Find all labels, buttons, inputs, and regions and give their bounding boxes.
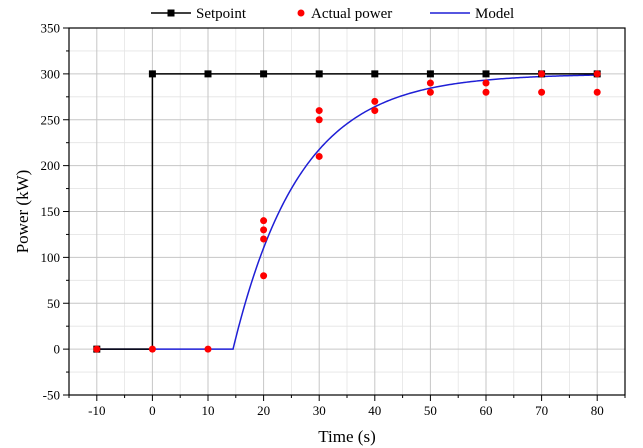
actual-power-point: [93, 345, 101, 353]
y-tick-label: 300: [41, 66, 61, 81]
actual-power-point: [426, 88, 434, 96]
actual-power-point: [593, 70, 601, 78]
setpoint-marker: [204, 70, 212, 78]
x-tick-label: 0: [149, 403, 156, 418]
actual-power-point: [371, 107, 379, 115]
x-axis-title: Time (s): [318, 427, 375, 446]
y-tick-label: 100: [41, 250, 61, 265]
x-tick-label: 50: [424, 403, 437, 418]
actual-power-point: [260, 226, 268, 234]
actual-power-point: [315, 116, 323, 124]
y-tick-label: -50: [43, 388, 60, 403]
actual-power-point: [315, 152, 323, 160]
actual-power-point: [593, 88, 601, 96]
axes: -10 0 10 20 30 40 50 60 70 80 -50 0 50 100 150 200 250 30…: [41, 21, 626, 418]
x-tick-label: 30: [313, 403, 326, 418]
actual-power-point: [260, 235, 268, 243]
actual-power-point: [482, 88, 490, 96]
actual-power-point: [204, 345, 212, 353]
y-tick-label: 150: [41, 204, 61, 219]
model-curve: [96, 74, 598, 350]
legend: Setpoint Actual power Model: [151, 6, 514, 22]
setpoint-marker: [426, 70, 434, 78]
x-tick-label: 20: [257, 403, 270, 418]
x-tick-label: 40: [368, 403, 381, 418]
x-tick-label: 10: [202, 403, 215, 418]
setpoint-marker: [148, 70, 156, 78]
x-tick-label: 70: [535, 403, 548, 418]
y-tick-label: 350: [41, 21, 61, 36]
actual-power-point: [315, 107, 323, 115]
setpoint-marker: [482, 70, 490, 78]
setpoint-marker: [260, 70, 268, 78]
legend-label-actual-power: Actual power: [311, 6, 392, 22]
x-tick-label: 60: [480, 403, 493, 418]
actual-power-point: [538, 88, 546, 96]
actual-power-point: [260, 217, 268, 225]
actual-power-point: [538, 70, 546, 78]
actual-power-point: [426, 79, 434, 87]
y-tick-label: 50: [47, 296, 60, 311]
x-tick-label: -10: [88, 403, 105, 418]
actual-power-point: [260, 272, 268, 280]
x-tick-label: 80: [591, 403, 604, 418]
legend-label-setpoint: Setpoint: [196, 6, 247, 22]
setpoint-marker: [315, 70, 323, 78]
series: [93, 70, 601, 353]
y-tick-label: 200: [41, 158, 61, 173]
y-tick-label: 0: [54, 342, 61, 357]
actual-power-point: [482, 79, 490, 87]
legend-setpoint-marker: [167, 9, 175, 17]
legend-actual-power-marker: [297, 9, 305, 17]
setpoint-marker: [371, 70, 379, 78]
y-tick-label: 250: [41, 112, 61, 127]
y-axis-title: Power (kW): [13, 170, 32, 254]
actual-power-point: [371, 97, 379, 105]
legend-label-model: Model: [475, 6, 514, 22]
actual-power-point: [148, 345, 156, 353]
